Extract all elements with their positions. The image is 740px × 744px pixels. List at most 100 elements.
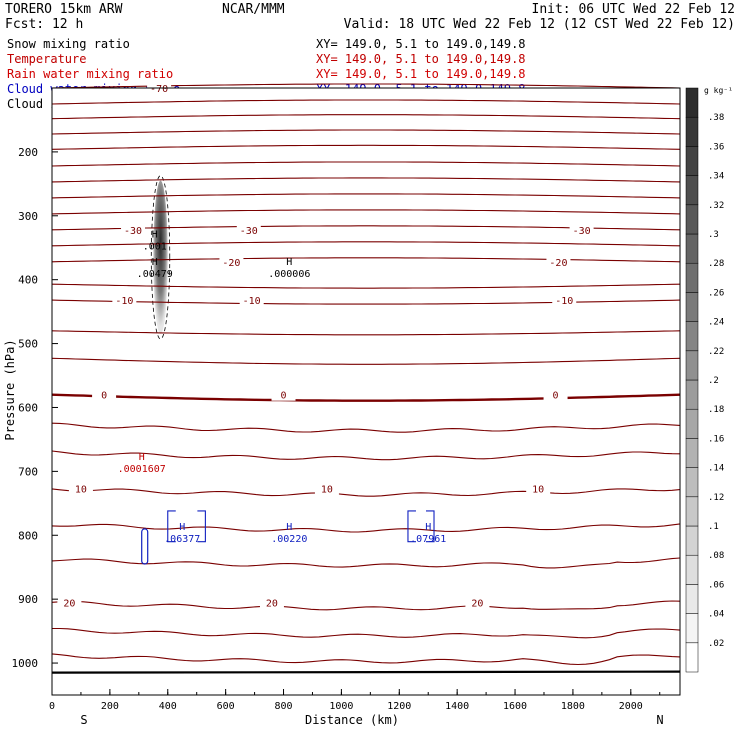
isotherm-label-bg bbox=[57, 596, 82, 609]
colorbar-cell bbox=[685, 438, 699, 468]
x-tick-label: 800 bbox=[274, 701, 292, 712]
colorbar-tick-label: .32 bbox=[708, 201, 724, 211]
maxima-labels: H.001H.00479H.000006H.0001607H.06377H.00… bbox=[118, 229, 447, 545]
colorbar-cell bbox=[685, 116, 699, 147]
isotherm bbox=[51, 144, 681, 150]
isotherm-label: 10 bbox=[532, 485, 544, 496]
forecast-hour: Fcst: 12 h bbox=[5, 17, 83, 32]
y-tick-label: 700 bbox=[18, 465, 38, 478]
isotherm bbox=[51, 422, 681, 433]
y-tick-label: 800 bbox=[18, 529, 38, 542]
center-title: NCAR/MMM bbox=[222, 2, 285, 17]
isotherm-label: 0 bbox=[101, 391, 107, 402]
colorbar-cell bbox=[685, 262, 699, 293]
colorbar-tick-label: .06 bbox=[708, 580, 724, 590]
isotherm-label: 0 bbox=[553, 391, 559, 402]
north-label: N bbox=[656, 713, 663, 727]
colorbar-tick-label: .36 bbox=[708, 142, 724, 152]
isotherm-label-bg bbox=[236, 223, 261, 236]
isotherm bbox=[51, 177, 681, 183]
max-value: .06377 bbox=[164, 534, 200, 545]
max-value: .0001607 bbox=[118, 464, 166, 475]
colorbar-cell bbox=[685, 467, 699, 498]
isotherm-label: 20 bbox=[266, 598, 278, 609]
colorbar-cell bbox=[685, 642, 699, 673]
isotherm-label-bg bbox=[465, 596, 490, 609]
colorbar-tick-label: .14 bbox=[708, 464, 724, 474]
axes: 0 200 400 600 800 1000 1200 1400 1600 1800 2000200… bbox=[12, 146, 661, 712]
isotherm-label: -10 bbox=[555, 296, 573, 307]
y-tick-label: 200 bbox=[18, 146, 38, 159]
y-tick-label: 1000 bbox=[12, 657, 39, 670]
isotherm bbox=[51, 557, 681, 569]
colorbar-tick-label: .04 bbox=[708, 610, 724, 620]
colorbar: .02 .04 .06 .08 .1 .12 .14 .16 .18 .2 .22 .24 .26 .28… bbox=[685, 87, 724, 673]
cloud-water-contour bbox=[167, 510, 206, 543]
isotherm-label-bg bbox=[552, 294, 577, 307]
colorbar-tick-label: .22 bbox=[708, 347, 724, 357]
max-marker: H bbox=[286, 522, 292, 533]
isotherm-label: -20 bbox=[222, 258, 240, 269]
colorbar-unit: g kg⁻¹ bbox=[704, 86, 733, 95]
max-marker: H bbox=[152, 257, 158, 268]
colorbar-tick-label: .1 bbox=[708, 522, 719, 532]
colorbar-tick-label: .26 bbox=[708, 288, 724, 298]
isotherm-label-bg bbox=[259, 596, 284, 609]
isotherm bbox=[51, 283, 681, 289]
colorbar-cell bbox=[685, 233, 699, 264]
isotherm-label-bg bbox=[121, 223, 146, 236]
y-tick-label: 300 bbox=[18, 210, 38, 223]
model-title: TORERO 15km ARW bbox=[5, 2, 123, 17]
isotherm-label-bg bbox=[569, 223, 594, 236]
isotherm bbox=[51, 393, 681, 402]
isotherm-label-bg bbox=[112, 294, 137, 307]
colorbar-tick-label: .34 bbox=[708, 172, 724, 182]
field-name: Rain water mixing ratio bbox=[7, 67, 173, 81]
x-tick-label: 1200 bbox=[387, 701, 411, 712]
colorbar-tick-label: .38 bbox=[708, 113, 724, 123]
isotherms: -70 -30 -30 -30 -20 -20 -10 -10 -10 0 0 0 10 10 10 20 20… bbox=[51, 82, 681, 674]
max-value: .001 bbox=[143, 241, 167, 252]
colorbar-tick-label: .3 bbox=[708, 230, 719, 240]
snow-shading bbox=[150, 175, 171, 340]
isotherm-label: -30 bbox=[124, 226, 142, 237]
colorbar-tick-label: .2 bbox=[708, 376, 719, 386]
isotherm-label-bg bbox=[219, 255, 244, 268]
colorbar-cell bbox=[685, 613, 699, 644]
isotherm bbox=[52, 627, 681, 639]
max-marker: H bbox=[139, 452, 145, 463]
y-tick-label: 600 bbox=[18, 401, 38, 414]
colorbar-cell bbox=[685, 525, 699, 556]
x-tick-label: 200 bbox=[101, 701, 119, 712]
isotherm-label: -30 bbox=[573, 226, 591, 237]
colorbar-tick-label: .02 bbox=[708, 639, 724, 649]
isotherm bbox=[51, 450, 681, 461]
colorbar-cell bbox=[685, 292, 699, 322]
colorbar-tick-label: .12 bbox=[708, 493, 724, 503]
colorbar-cell bbox=[685, 204, 699, 235]
x-axis-label: Distance (km) bbox=[305, 713, 399, 727]
plot-area bbox=[52, 88, 680, 695]
snow-contour bbox=[150, 175, 171, 340]
snow-plume bbox=[153, 180, 168, 334]
x-tick-label: 1400 bbox=[445, 701, 469, 712]
y-tick-label: 900 bbox=[18, 593, 38, 606]
isotherm-label-bg bbox=[546, 255, 571, 268]
isotherm bbox=[51, 488, 681, 497]
surface-line bbox=[51, 670, 681, 674]
colorbar-tick-label: .18 bbox=[708, 405, 724, 415]
field-xy: XY= 149.0, 5.1 to 149.0,149.8 bbox=[316, 52, 526, 66]
isotherm bbox=[51, 330, 681, 336]
isotherm-label: -30 bbox=[240, 226, 258, 237]
x-tick-label: 600 bbox=[217, 701, 235, 712]
max-marker: H bbox=[179, 522, 185, 533]
x-tick-label: 1600 bbox=[503, 701, 527, 712]
isotherm-label-bg bbox=[271, 388, 296, 401]
x-tick-label: 2000 bbox=[619, 701, 643, 712]
plot-frame bbox=[51, 87, 681, 696]
colorbar-cell bbox=[685, 379, 699, 410]
isotherm-label: 20 bbox=[471, 598, 483, 609]
colorbar-cell bbox=[685, 584, 699, 614]
